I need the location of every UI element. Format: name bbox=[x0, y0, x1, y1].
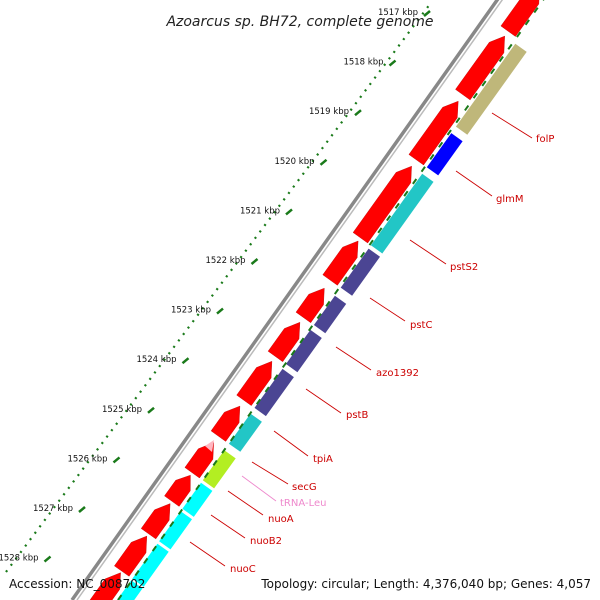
cog-block-purple bbox=[286, 329, 322, 373]
gene-label-nuoc: nuoC bbox=[230, 564, 256, 575]
kbp-tick bbox=[78, 506, 86, 513]
kbp-tick bbox=[250, 258, 259, 265]
backbone-outer bbox=[70, 0, 500, 600]
callout-line bbox=[251, 461, 289, 485]
gene-label-secg: secG bbox=[292, 482, 317, 493]
cog-block-lime bbox=[202, 450, 236, 489]
kbp-label: 1522 kbp bbox=[205, 256, 245, 266]
callout-line bbox=[409, 239, 447, 265]
callout-line bbox=[455, 170, 493, 197]
cog-block-cyan bbox=[159, 511, 192, 550]
kbp-label: 1525 kbp bbox=[102, 405, 142, 415]
cog-block-purple bbox=[340, 248, 380, 296]
kbp-label: 1527 kbp bbox=[33, 504, 73, 514]
kbp-tick bbox=[388, 59, 397, 67]
cog-block-blue bbox=[426, 133, 463, 176]
trna-marker bbox=[205, 440, 214, 452]
callout-line bbox=[241, 475, 277, 502]
kbp-label: 1518 kbp bbox=[343, 58, 383, 68]
kbp-tick bbox=[43, 555, 52, 563]
gene-label-tpia: tpiA bbox=[313, 454, 333, 465]
kbp-label: 1526 kbp bbox=[67, 454, 107, 464]
callout-line bbox=[369, 297, 406, 322]
kbp-tick bbox=[354, 109, 362, 117]
cds-arrow bbox=[408, 100, 459, 166]
backbone-inner bbox=[76, 0, 504, 600]
cog-block-purple bbox=[313, 295, 347, 334]
cog-block-cyan bbox=[182, 482, 213, 517]
callout-line bbox=[189, 541, 226, 567]
gene-callouts: folP glmM pstS2 pstC azo1392 pstB tpiA secG tRNA… bbox=[189, 112, 554, 575]
kbp-tick bbox=[423, 10, 431, 17]
kbp-tick bbox=[319, 158, 328, 166]
kbp-labels: 1517 kbp 1518 kbp 1519 kbp 1520 kbp 1521 kbp… bbox=[0, 8, 418, 564]
cog-block-teal bbox=[228, 413, 262, 452]
gene-label-nuob2: nuoB2 bbox=[250, 536, 282, 547]
cds-arrow bbox=[114, 535, 148, 577]
callout-line bbox=[273, 430, 309, 457]
accession-text: Accession: NC_008702 bbox=[9, 577, 146, 591]
cog-block-purple bbox=[254, 368, 294, 417]
gene-label-psts2: pstS2 bbox=[450, 262, 478, 273]
gene-label-glmm: glmM bbox=[496, 194, 524, 205]
callout-line bbox=[227, 490, 264, 516]
kbp-tick bbox=[147, 406, 155, 414]
cog-track bbox=[117, 43, 527, 600]
kbp-ticks bbox=[43, 10, 431, 563]
gene-label-folp: folP bbox=[536, 134, 554, 145]
callout-line bbox=[305, 388, 342, 414]
cds-arrow bbox=[164, 474, 191, 507]
cds-arrow bbox=[210, 405, 241, 442]
inner-ticks bbox=[117, 0, 545, 600]
kbp-label: 1521 kbp bbox=[240, 206, 280, 216]
gene-label-pstc: pstC bbox=[410, 320, 432, 331]
topology-text: Topology: circular; Length: 4,376,040 bp… bbox=[261, 577, 591, 591]
cds-arrow bbox=[352, 165, 412, 244]
gene-label-nuoa: nuoA bbox=[268, 514, 294, 525]
kbp-label: 1528 kbp bbox=[0, 554, 39, 564]
kbp-tick bbox=[285, 208, 293, 216]
cds-arrow bbox=[295, 287, 325, 323]
kbp-label: 1523 kbp bbox=[171, 306, 211, 316]
kbp-label: 1517 kbp bbox=[378, 8, 418, 18]
gene-label-azo1392: azo1392 bbox=[376, 368, 419, 379]
cds-arrow bbox=[500, 0, 540, 37]
kbp-tick bbox=[112, 456, 121, 464]
callout-line bbox=[335, 346, 372, 371]
cds-arrow bbox=[267, 321, 301, 362]
kbp-label: 1519 kbp bbox=[309, 107, 349, 117]
genome-title: Azoarcus sp. BH72, complete genome bbox=[165, 14, 433, 30]
kbp-tick bbox=[181, 357, 190, 365]
dotted-ruler bbox=[5, 3, 431, 573]
kbp-tick bbox=[216, 307, 224, 315]
cds-arrow bbox=[184, 442, 214, 479]
cds-arrow bbox=[322, 240, 359, 286]
gene-label-trna-leu: tRNA-Leu bbox=[280, 498, 326, 509]
callout-line bbox=[491, 112, 533, 139]
gene-label-pstb: pstB bbox=[346, 410, 368, 421]
kbp-label: 1524 kbp bbox=[136, 355, 176, 365]
cds-arrow bbox=[89, 572, 121, 600]
cds-track bbox=[89, 0, 540, 600]
cog-block-cyan bbox=[117, 580, 143, 600]
cog-block-olive bbox=[455, 43, 527, 135]
cds-arrow bbox=[140, 503, 171, 540]
cog-block-teal bbox=[370, 173, 434, 254]
callout-line bbox=[210, 514, 246, 539]
cds-arrow bbox=[236, 360, 273, 406]
cds-arrow bbox=[455, 35, 505, 101]
cog-block-cyan bbox=[132, 543, 169, 587]
kbp-label: 1520 kbp bbox=[274, 157, 314, 167]
